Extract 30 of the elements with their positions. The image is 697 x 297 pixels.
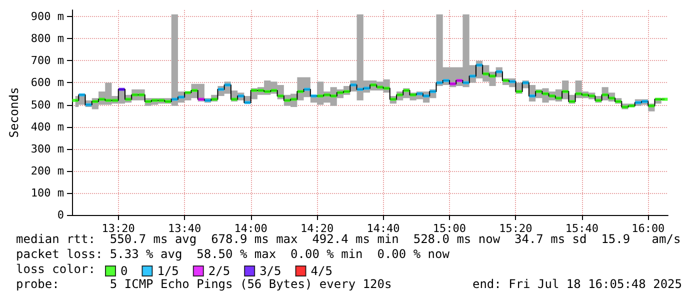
text: probe: 5 ICMP Echo Pings (56 Bytes) every 120s — [16, 277, 392, 291]
x-tick-label: 14:00 — [234, 222, 268, 235]
y-tick-label: 100 m — [30, 186, 64, 200]
x-tick-label: 14:20 — [300, 222, 334, 235]
y-tick-label: 200 m — [30, 164, 64, 178]
x-tick-label: 15:40 — [565, 222, 598, 235]
y-tick-label: 600 m — [30, 76, 64, 90]
legend-title: loss color: — [16, 262, 96, 276]
y-tick-label: 800 m — [30, 32, 64, 46]
text: median rtt: 550.7 ms avg 678.9 ms max 492.4 ms min 528.0 ms now 34.7 ms sd 15.9 am/s — [16, 232, 681, 246]
legend-label: 3/5 — [260, 264, 282, 278]
legend-label: 1/5 — [157, 264, 179, 278]
x-tick-label: 14:40 — [366, 222, 400, 235]
legend-label: 4/5 — [310, 264, 332, 278]
x-tick-label: 15:00 — [432, 222, 466, 235]
legend-label: 2/5 — [208, 264, 230, 278]
x-tick-label: 16:00 — [632, 222, 665, 235]
y-tick-label: 0 — [57, 208, 64, 222]
y-tick-label: 300 m — [30, 142, 64, 156]
y-axis-title: Seconds — [7, 87, 21, 138]
x-tick-label: 13:40 — [168, 222, 202, 235]
text: packet loss: 5.33 % avg 58.50 % max 0.00 % min 0.00 % now — [16, 247, 450, 261]
legend-label: 0 — [120, 264, 128, 278]
y-tick-label: 500 m — [30, 98, 64, 112]
y-tick-label: 700 m — [30, 54, 64, 68]
y-tick-label: 400 m — [30, 120, 64, 134]
y-tick-label: 900 m — [30, 10, 64, 24]
x-tick-label: 15:20 — [499, 222, 532, 235]
text: end: Fri Jul 18 16:05:48 2025 — [472, 277, 682, 291]
x-tick-label: 13:20 — [102, 222, 135, 235]
